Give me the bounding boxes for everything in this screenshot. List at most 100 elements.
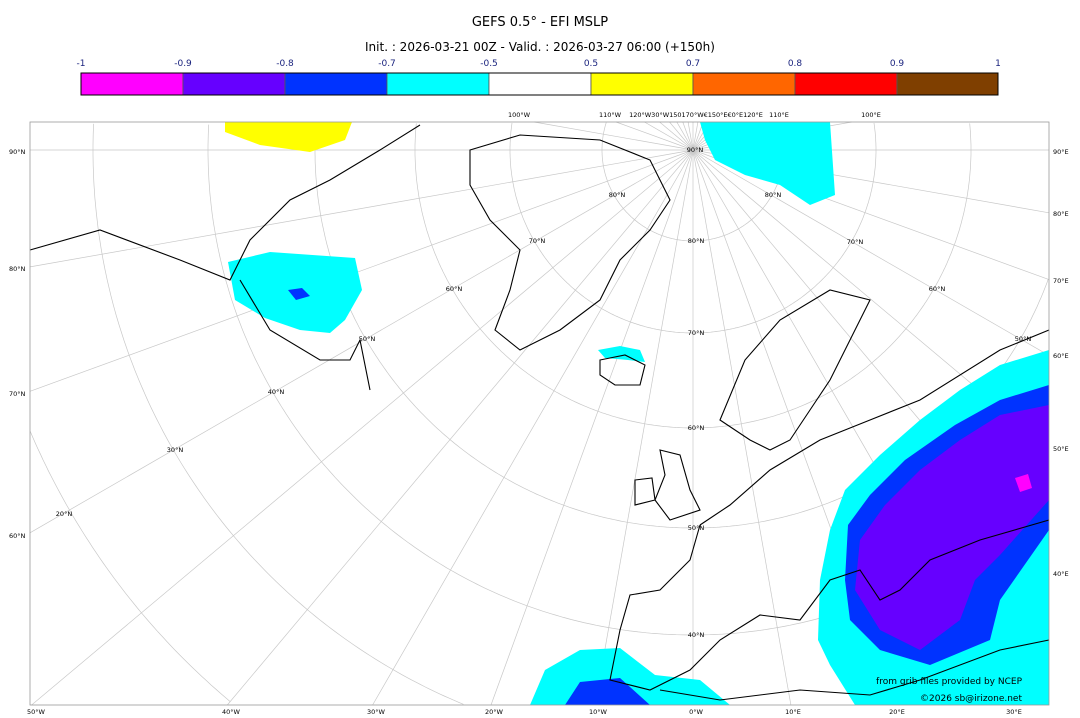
efi-area-blue-canada [288, 288, 310, 300]
grid-label: 70°N [529, 237, 546, 245]
grid-label: 20°E [889, 708, 905, 716]
grid-label: 40°E [1053, 570, 1069, 578]
source-credit: from grib files provided by NCEP [876, 677, 1023, 687]
grid-label: 50°N [1015, 335, 1032, 343]
meridian-line [659, 121, 694, 151]
chart-subtitle: Init. : 2026-03-21 00Z - Valid. : 2026-0… [365, 40, 715, 54]
meridian-line [692, 121, 699, 151]
grid-label: 60°N [929, 285, 946, 293]
efi-area-yellow [225, 122, 352, 152]
colorbar-tick: 0.8 [788, 59, 803, 69]
meridian-line [29, 149, 694, 534]
grid-label: 90°N [9, 148, 26, 156]
efi-area-magenta-east [1015, 474, 1032, 492]
colorbar-outline [80, 72, 999, 96]
meridian-line [692, 149, 1050, 356]
meridian-line [227, 149, 694, 706]
grid-label: 70°E [1053, 277, 1069, 285]
grid-label: 80°N [9, 265, 26, 273]
efi-area-cyan-iceland [598, 346, 645, 362]
grid-label: 40°N [268, 388, 285, 396]
colorbar-tick: -0.5 [480, 59, 498, 69]
grid-label: 20°N [56, 510, 73, 518]
meridian-line [534, 121, 694, 151]
grid-label: 50°N [359, 335, 376, 343]
colorbar-swatch [182, 72, 286, 96]
grid-label: 80°E [1053, 210, 1069, 218]
colorbar-tick: 0.5 [584, 59, 598, 69]
meridian-line [372, 149, 694, 706]
colorbar-tick: 0.7 [686, 59, 700, 69]
grid-label: 110°W [599, 111, 622, 119]
grid-label: 60°E [1053, 352, 1069, 360]
latitude-circle [509, 122, 877, 334]
coast-britain [634, 449, 701, 521]
meridian-line [615, 121, 694, 151]
efi-area-cyan-north [700, 122, 835, 205]
graticule-labels: 90°N 80°N 70°N 60°N 90°E 80°E 70°E 60°E 50°E 40°E… [9, 111, 1069, 716]
meridian-line [31, 149, 694, 706]
efi-area-blue-southwest [565, 678, 650, 705]
coast-scandinavia [719, 289, 871, 451]
grid-label: 120°W30°W150170°W€150°E€0°E120°E [629, 111, 763, 119]
grid-label: 70°N [9, 390, 26, 398]
meridian-line [29, 149, 694, 268]
efi-fill-areas [225, 122, 1049, 705]
colorbar-swatch [794, 72, 898, 96]
coast-greenland [469, 134, 671, 351]
grid-label: 30°N [167, 446, 184, 454]
map-frame [29, 121, 1050, 706]
chart-title: GEFS 0.5° - EFI MSLP [471, 15, 609, 30]
colorbar-swatch [80, 72, 184, 96]
grid-label: 20°W [485, 708, 504, 716]
coastlines [29, 124, 1050, 701]
grid-label: 90°E [1053, 148, 1069, 156]
colorbar-tick: -0.9 [174, 59, 192, 69]
grid-label: 70°N [688, 329, 705, 337]
grid-label: 60°N [446, 285, 463, 293]
colorbar-tick: 0.9 [890, 59, 905, 69]
latitude-circle [29, 431, 231, 702]
meridian-line [490, 149, 694, 706]
meridian-line [682, 121, 694, 151]
grid-label: 50°E [1053, 445, 1069, 453]
meridian-line [29, 149, 694, 392]
grid-label: 80°N [688, 237, 705, 245]
grid-label: 10°E [785, 708, 801, 716]
grid-label: 50°W [27, 708, 46, 716]
colorbar-tick: -1 [77, 59, 86, 69]
grid-label: 100°W [508, 111, 531, 119]
colorbar-swatch [488, 72, 592, 96]
grid-label: 70°N [847, 238, 864, 246]
map-area [29, 121, 1050, 706]
colorbar-swatch [692, 72, 796, 96]
grid-label: 30°E [1006, 708, 1022, 716]
meridian-line [594, 149, 694, 706]
meridian-line [687, 121, 694, 151]
grid-label: 40°W [222, 708, 241, 716]
coast-canada [29, 124, 421, 391]
colorbar-swatch [284, 72, 388, 96]
grid-label: 10°W [589, 708, 608, 716]
colorbar-tick: 1 [995, 59, 1001, 69]
grid-label: 40°N [688, 631, 705, 639]
coast-med [659, 639, 1050, 701]
latitude-circle [414, 123, 972, 429]
colorbar-swatch [590, 72, 694, 96]
grid-label: 90°N [687, 146, 704, 154]
colorbar: -1 -0.9 -0.8 -0.7 -0.5 0.5 0.7 0.8 0.9 1 [77, 59, 1001, 96]
meridian-line [692, 149, 792, 706]
grid-label: 80°N [765, 191, 782, 199]
colorbar-swatch [386, 72, 490, 96]
meridian-line [644, 121, 694, 151]
meridian-line [676, 121, 694, 151]
colorbar-swatch [896, 72, 999, 96]
grid-label: 60°N [9, 532, 26, 540]
grid-label: 0°W [689, 708, 703, 716]
copyright: ©2026 sb@irizone.net [920, 694, 1022, 704]
grid-label: 30°W [367, 708, 386, 716]
coast-iceland [599, 354, 646, 386]
colorbar-tick: -0.7 [378, 59, 396, 69]
efi-area-purple-east [855, 405, 1049, 650]
